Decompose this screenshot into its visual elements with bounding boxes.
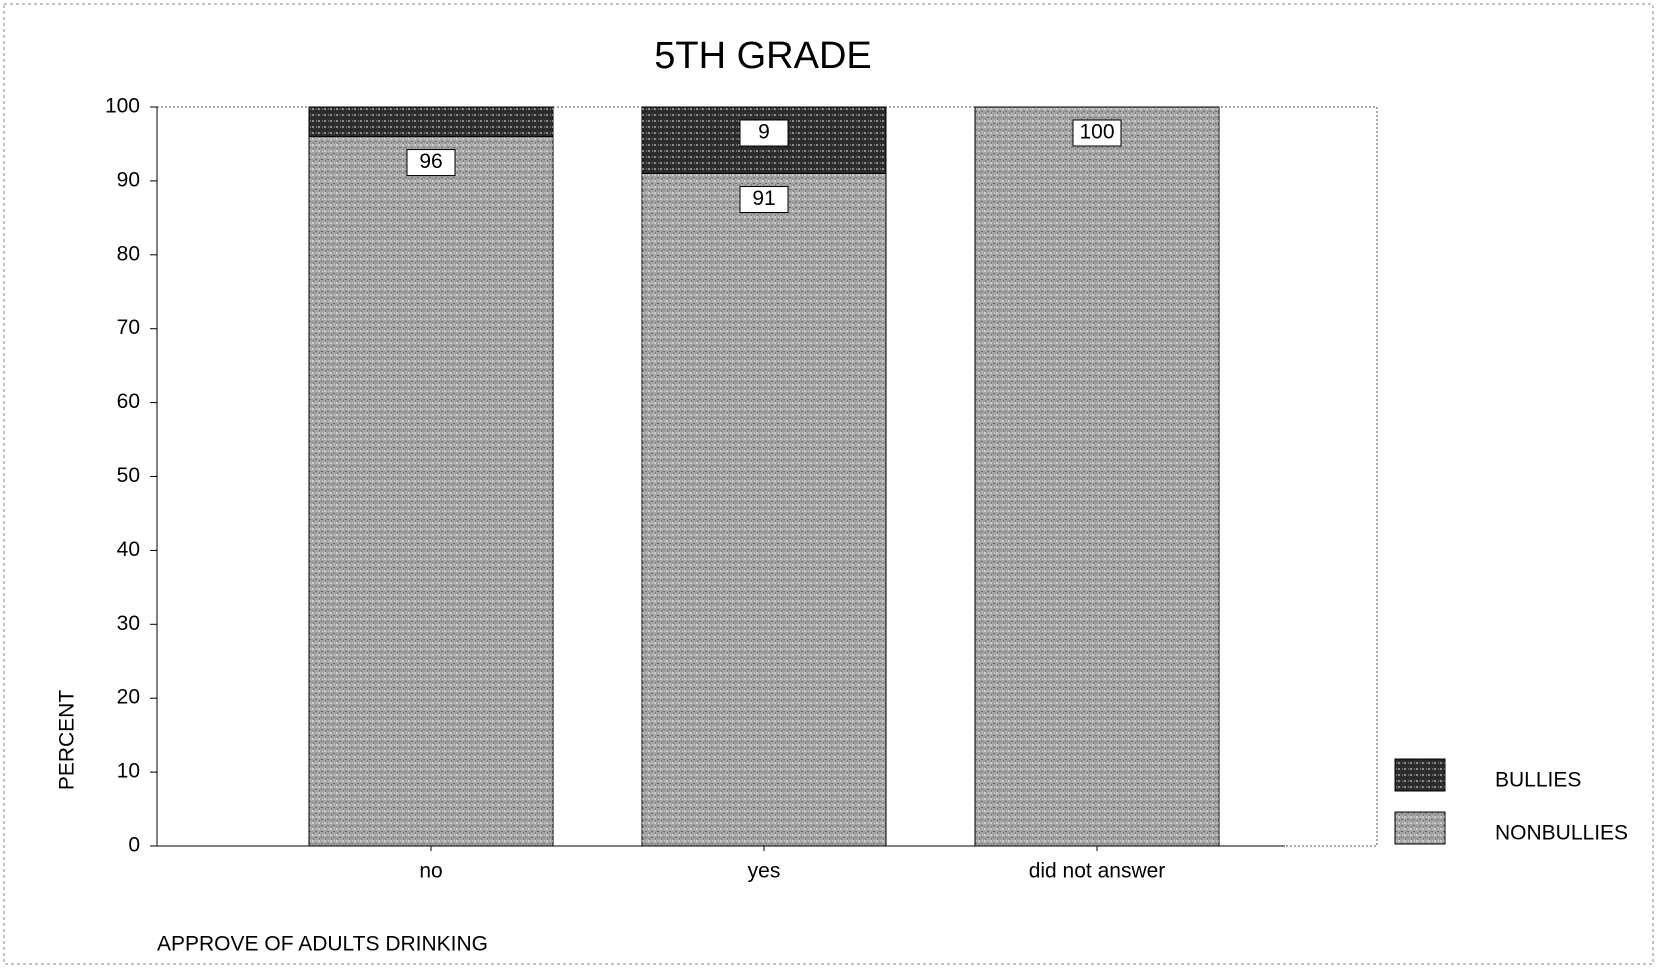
x-axis-label: APPROVE OF ADULTS DRINKING	[157, 933, 488, 956]
y-tick-label: 60	[117, 390, 140, 413]
y-tick-label: 0	[128, 834, 140, 857]
bar-texture	[642, 173, 886, 846]
y-axis-label: PERCENT	[56, 690, 79, 791]
y-tick-label: 80	[117, 242, 140, 265]
value-label: 96	[419, 150, 442, 173]
y-tick-label: 100	[105, 95, 140, 118]
x-tick-label: did not answer	[1029, 860, 1166, 883]
bar-texture	[309, 107, 553, 137]
y-tick-label: 40	[117, 538, 140, 561]
frame	[3, 3, 1654, 965]
y-tick-label: 20	[117, 686, 140, 709]
value-label-box	[1072, 119, 1122, 147]
y-tick-label: 50	[117, 464, 140, 487]
value-label: 91	[752, 187, 775, 210]
y-tick-label: 70	[117, 316, 140, 339]
legend-label: NONBULLIES	[1495, 822, 1628, 845]
value-label-box	[406, 149, 456, 177]
bar-texture	[309, 136, 553, 846]
value-label: 100	[1079, 121, 1114, 144]
value-label-box	[739, 119, 789, 147]
value-label-box	[739, 186, 789, 214]
chart-title: 5TH GRADE	[654, 35, 871, 77]
legend-texture	[1395, 812, 1445, 844]
x-tick-label: no	[419, 860, 442, 883]
x-tick-label: yes	[748, 860, 781, 883]
bar-texture	[975, 107, 1219, 846]
y-tick-label: 30	[117, 612, 140, 635]
legend-label: BULLIES	[1495, 769, 1581, 792]
value-label: 9	[758, 121, 770, 144]
y-tick-label: 90	[117, 168, 140, 191]
y-tick-label: 10	[117, 760, 140, 783]
legend-texture	[1395, 759, 1445, 791]
